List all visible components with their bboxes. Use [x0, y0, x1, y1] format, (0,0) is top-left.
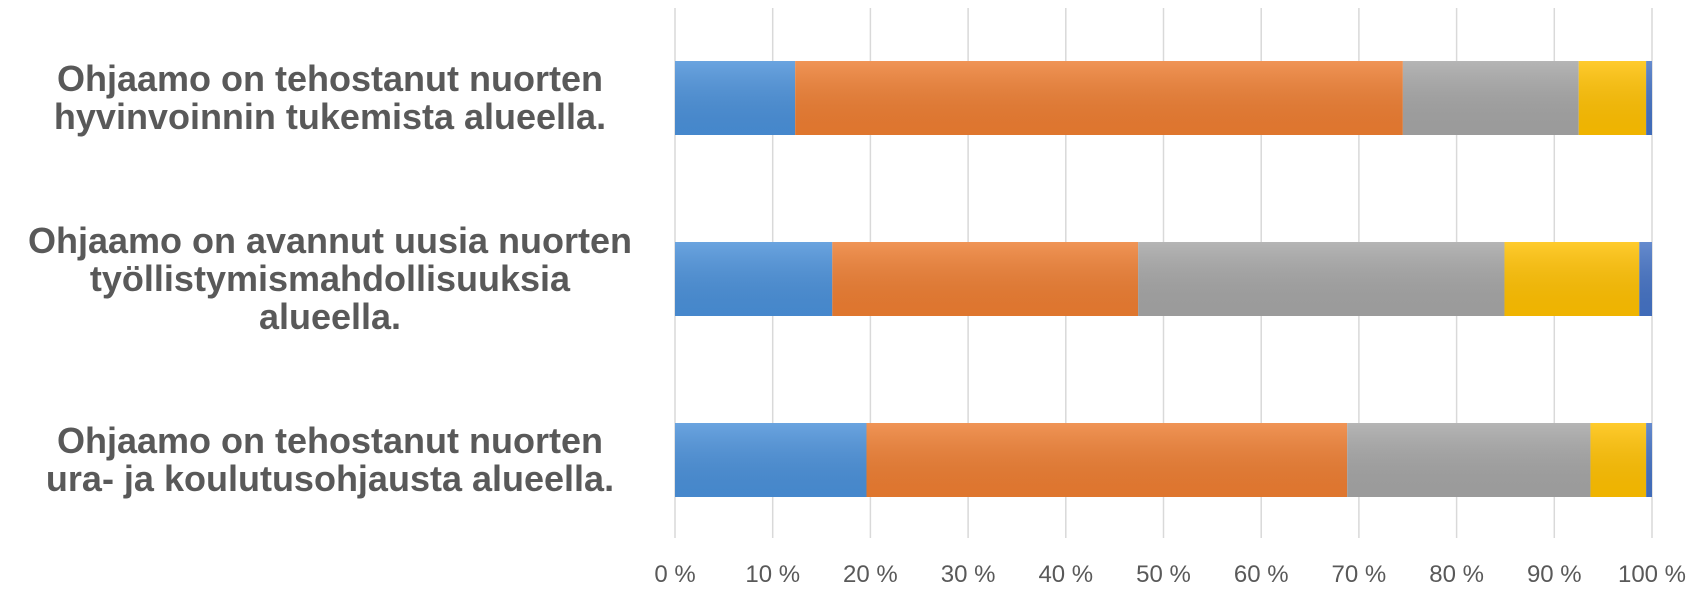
bar-segment-shade — [675, 423, 867, 497]
x-tick-label: 90 % — [1527, 561, 1582, 588]
category-label: Ohjaamo on avannut uusia nuorten — [28, 220, 632, 261]
category-label: Ohjaamo on tehostanut nuorten — [57, 58, 603, 99]
x-axis-tick-labels: 0 % 10 % 20 % 30 % 40 % 50 % 60 % 70 % 80 % 90 % 1… — [654, 561, 1686, 588]
x-tick-label: 30 % — [941, 561, 996, 588]
bar-segment-shade — [1504, 242, 1640, 316]
bar-segment-shade — [1639, 242, 1652, 316]
bar-segment-shade — [1646, 61, 1652, 135]
bar-segment-shade — [1578, 61, 1647, 135]
category-label: Ohjaamo on tehostanut nuorten — [57, 420, 603, 461]
x-tick-label: 40 % — [1038, 561, 1093, 588]
bar-segment-shade — [675, 61, 796, 135]
x-tick-label: 80 % — [1429, 561, 1484, 588]
bar-segment-shade — [832, 242, 1139, 316]
bars — [675, 61, 1652, 497]
bar-segment-shade — [1347, 423, 1591, 497]
category-label: työllistymismahdollisuuksia — [90, 258, 571, 299]
x-tick-label: 50 % — [1136, 561, 1191, 588]
bar-segment-shade — [1646, 423, 1652, 497]
bar-segment-shade — [1138, 242, 1505, 316]
x-tick-label: 60 % — [1234, 561, 1289, 588]
x-tick-label: 0 % — [654, 561, 695, 588]
category-label: hyvinvoinnin tukemista alueella. — [54, 96, 606, 137]
x-tick-label: 100 % — [1618, 561, 1686, 588]
bar-segment-shade — [1590, 423, 1647, 497]
x-tick-label: 70 % — [1332, 561, 1387, 588]
bar-segment-shade — [1402, 61, 1579, 135]
bar-segment-shade — [866, 423, 1348, 497]
bar-segment-shade — [795, 61, 1403, 135]
category-labels: Ohjaamo on tehostanut nuortenhyvinvoinni… — [28, 58, 632, 499]
category-label: alueella. — [259, 296, 401, 337]
category-label: ura- ja koulutusohjausta alueella. — [46, 458, 614, 499]
x-tick-label: 10 % — [745, 561, 800, 588]
bar-segment-shade — [675, 242, 833, 316]
x-tick-label: 20 % — [843, 561, 898, 588]
